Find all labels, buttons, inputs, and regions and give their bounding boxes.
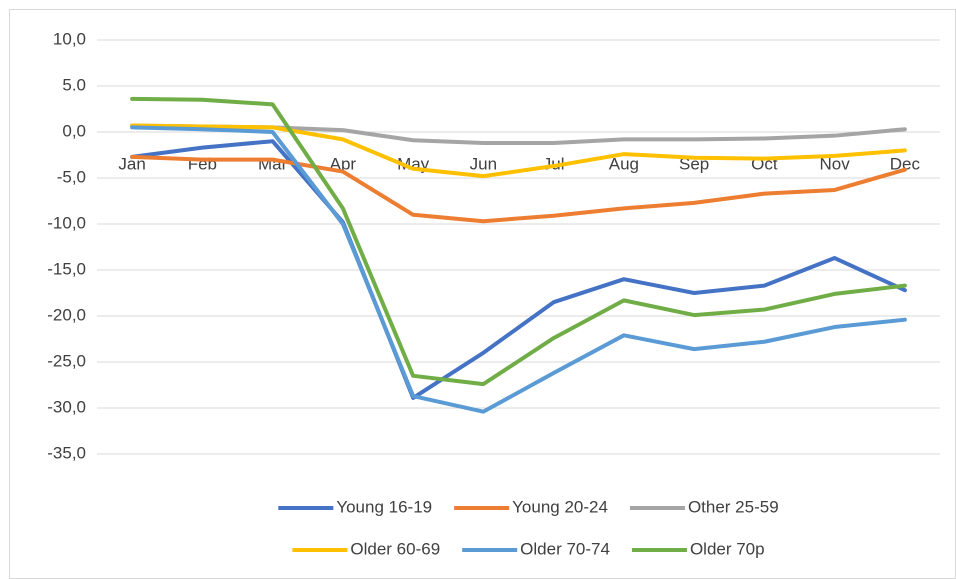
y-tick-label: 0,0 <box>62 121 86 140</box>
y-tick-label: -30,0 <box>47 397 86 416</box>
y-tick-label: 5.0 <box>62 75 86 94</box>
series-line <box>130 154 907 224</box>
legend-label: Older 70-74 <box>520 539 610 558</box>
legend-label: Young 16-19 <box>336 497 432 516</box>
y-tick-label: -20,0 <box>47 305 86 324</box>
series-line <box>130 139 907 400</box>
y-tick-label: -35,0 <box>47 443 86 462</box>
x-tick-label: Jan <box>118 154 145 173</box>
y-tick-label: -10,0 <box>47 213 86 232</box>
y-tick-label: 10,0 <box>53 29 86 48</box>
series-line <box>130 96 907 387</box>
y-tick-label: -5,0 <box>57 167 86 186</box>
x-tick-label: Aug <box>609 154 639 173</box>
legend-label: Other 25-59 <box>688 497 779 516</box>
chart-border <box>9 9 956 579</box>
y-tick-label: -25,0 <box>47 351 86 370</box>
legend-label: Older 60-69 <box>350 539 440 558</box>
y-tick-label: -15,0 <box>47 259 86 278</box>
x-tick-label: Jun <box>470 154 497 173</box>
x-tick-label: Mar <box>258 154 288 173</box>
legend-label: Older 70p <box>690 539 765 558</box>
series-line <box>130 123 907 179</box>
legend-label: Young 20-24 <box>512 497 608 516</box>
x-tick-label: Dec <box>890 154 921 173</box>
x-tick-label: Nov <box>820 154 851 173</box>
series-line <box>130 125 907 414</box>
